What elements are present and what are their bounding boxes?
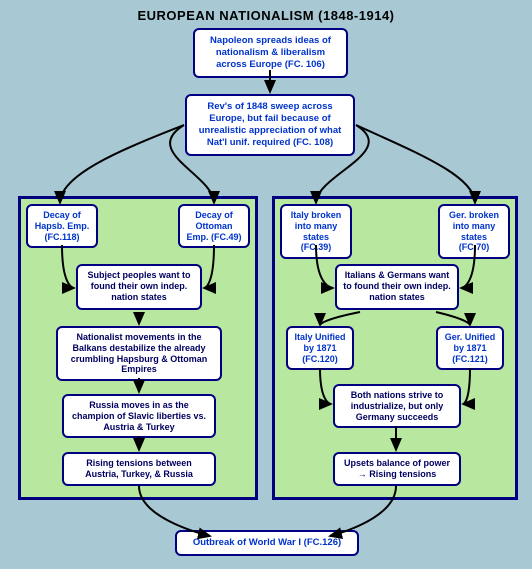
node-italy-unified[interactable]: Italy Unified by 1871 (FC.120) — [286, 326, 354, 370]
node-wwi[interactable]: Outbreak of World War I (FC.126) — [175, 530, 359, 556]
node-italy-broken[interactable]: Italy broken into many states (FC.39) — [280, 204, 352, 259]
node-subject-peoples: Subject peoples want to found their own … — [76, 264, 202, 310]
node-ger-broken[interactable]: Ger. broken into many states (FC.70) — [438, 204, 510, 259]
node-hapsburg[interactable]: Decay of Hapsb. Emp. (FC.118) — [26, 204, 98, 248]
node-both-industrialize: Both nations strive to industrialize, bu… — [333, 384, 461, 428]
node-italians-germans: Italians & Germans want to found their o… — [335, 264, 459, 310]
node-rising-left: Rising tensions between Austria, Turkey,… — [62, 452, 216, 486]
node-balkans: Nationalist movements in the Balkans des… — [56, 326, 222, 381]
node-upsets: Upsets balance of power → Rising tension… — [333, 452, 461, 486]
node-napoleon[interactable]: Napoleon spreads ideas of nationalism & … — [193, 28, 348, 78]
page-title: EUROPEAN NATIONALISM (1848-1914) — [0, 0, 532, 23]
node-russia: Russia moves in as the champion of Slavi… — [62, 394, 216, 438]
node-revs1848[interactable]: Rev's of 1848 sweep across Europe, but f… — [185, 94, 355, 156]
node-ger-unified[interactable]: Ger. Unified by 1871 (FC.121) — [436, 326, 504, 370]
node-ottoman[interactable]: Decay of Ottoman Emp. (FC.49) — [178, 204, 250, 248]
